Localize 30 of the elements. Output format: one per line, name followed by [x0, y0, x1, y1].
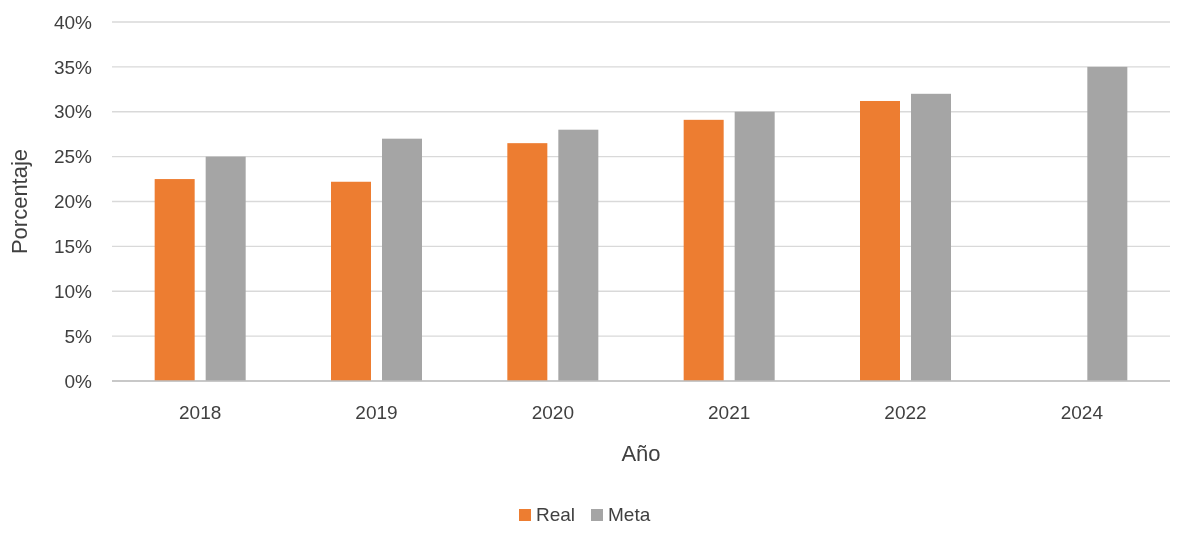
bar: [683, 119, 724, 381]
bar: [507, 143, 548, 381]
bar: [1087, 66, 1128, 381]
y-tick-label: 0%: [64, 370, 93, 392]
x-tick-label: 2019: [355, 402, 398, 423]
y-tick-label: 25%: [53, 146, 93, 168]
y-tick-label: 20%: [53, 191, 93, 213]
y-tick-label: 15%: [53, 236, 93, 258]
y-tick-label: 40%: [53, 11, 93, 33]
x-tick-label: 2024: [1060, 402, 1104, 423]
x-tick-label: 2022: [884, 402, 927, 423]
x-tick-label: 2020: [531, 402, 574, 423]
bar: [205, 156, 246, 381]
y-tick-label: 5%: [64, 325, 93, 347]
legend-label: Real: [536, 504, 576, 525]
bar: [382, 138, 422, 381]
x-tick-label: 2021: [708, 402, 751, 423]
y-tick-label: 10%: [53, 280, 93, 302]
y-axis-title: Porcentaje: [7, 148, 32, 255]
bar: [154, 179, 195, 381]
x-axis-title: Año: [621, 441, 661, 466]
y-tick-label: 35%: [53, 56, 93, 78]
y-tick-label: 30%: [53, 101, 93, 123]
bar: [911, 93, 951, 381]
bar: [734, 111, 775, 381]
bar: [860, 100, 900, 381]
bar: [331, 181, 371, 381]
bar: [558, 129, 599, 381]
x-tick-label: 2018: [179, 402, 222, 423]
legend-label: Meta: [608, 504, 651, 525]
